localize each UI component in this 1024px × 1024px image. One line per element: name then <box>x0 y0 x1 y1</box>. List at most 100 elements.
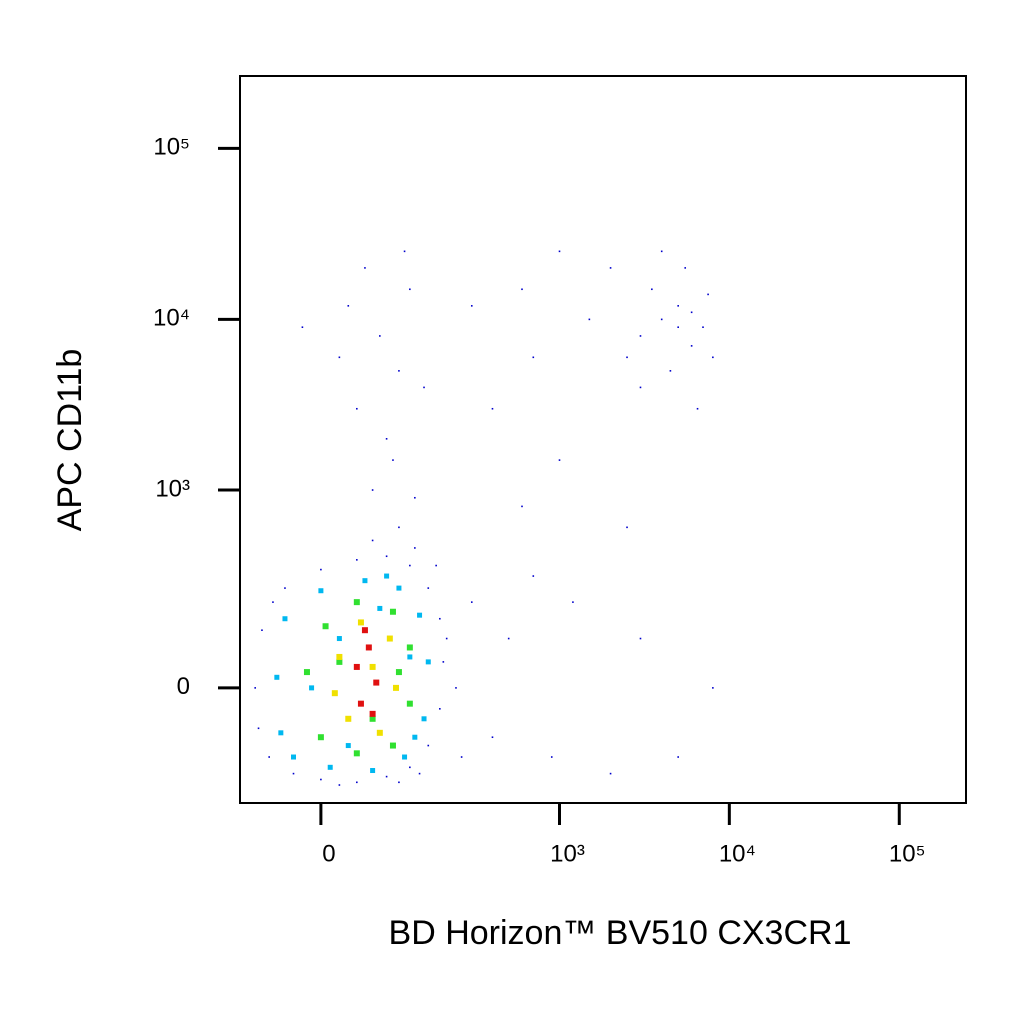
x-tick-label: 0 <box>322 840 335 867</box>
event-dot <box>317 734 324 741</box>
event-dot <box>398 370 400 372</box>
event-dot <box>651 288 653 291</box>
event-dot <box>274 674 280 680</box>
event-dot <box>377 605 383 611</box>
event-dot <box>427 587 430 589</box>
event-dot <box>588 318 591 321</box>
event-dot <box>398 526 400 529</box>
event-dot <box>320 778 322 781</box>
event-dot <box>353 750 360 757</box>
event-dot <box>418 772 421 775</box>
event-dot <box>278 730 284 736</box>
event-dot <box>309 685 315 691</box>
event-dot <box>507 637 510 640</box>
event-dot <box>379 335 381 337</box>
event-dot <box>423 386 425 389</box>
y-tick-label: 10⁴ <box>153 305 190 332</box>
event-dot <box>369 715 376 722</box>
event-dot <box>284 587 286 589</box>
y-axis-title: APC CD11b <box>51 349 89 532</box>
event-dot <box>403 250 406 253</box>
event-dot <box>370 768 376 774</box>
event-dot <box>406 644 413 651</box>
x-axis-title: BD Horizon™ BV510 CX3CR1 <box>389 914 852 952</box>
event-dot <box>660 250 663 253</box>
event-dot <box>398 781 400 784</box>
event-dot <box>402 754 408 760</box>
event-dot <box>272 601 274 603</box>
event-dot <box>707 293 709 296</box>
event-dot <box>254 687 256 689</box>
event-dot <box>669 370 672 372</box>
event-dot <box>677 756 679 758</box>
y-tick-label: 10³ <box>155 475 190 502</box>
event-dot <box>470 601 473 603</box>
event-dot <box>356 781 358 784</box>
event-dot <box>460 756 463 758</box>
event-dot <box>385 555 388 558</box>
event-dot <box>357 700 364 707</box>
event-dot <box>301 326 304 329</box>
event-dot <box>392 459 394 461</box>
event-dot <box>435 564 437 567</box>
x-tick-label: 10³ <box>550 840 585 867</box>
event-dot <box>412 734 418 740</box>
event-dot <box>347 305 350 307</box>
event-dot <box>384 573 390 579</box>
event-dot <box>385 775 388 778</box>
event-dot <box>712 687 714 689</box>
event-dot <box>696 407 699 410</box>
event-dot <box>345 743 351 749</box>
event-dot <box>320 568 322 571</box>
event-dot <box>639 637 642 640</box>
event-dot <box>442 661 445 663</box>
event-dot <box>677 305 679 307</box>
event-dot <box>386 635 393 642</box>
event-dot <box>677 326 679 329</box>
event-dot <box>550 756 553 758</box>
y-tick-label: 0 <box>177 673 190 700</box>
event-dot <box>371 489 374 491</box>
event-dot <box>414 496 416 499</box>
event-dot <box>331 690 338 697</box>
event-dot <box>356 559 358 561</box>
event-dot <box>427 744 430 747</box>
plot-frame <box>239 75 967 804</box>
event-dot <box>417 612 423 618</box>
event-dot <box>558 459 561 461</box>
event-dot <box>684 267 687 269</box>
event-dot <box>338 784 341 786</box>
event-dot <box>660 318 663 321</box>
event-dot <box>257 727 260 730</box>
event-dot <box>409 564 411 567</box>
event-dot <box>322 623 329 630</box>
event-dot <box>455 687 457 689</box>
event-dot <box>626 526 628 529</box>
event-dot <box>336 636 342 642</box>
event-dot <box>362 578 368 584</box>
event-dot <box>702 326 704 329</box>
event-dot <box>609 267 612 269</box>
event-dot <box>389 742 396 749</box>
y-tick-label: 10⁵ <box>153 134 190 161</box>
event-dot <box>626 356 628 359</box>
event-dot <box>369 710 376 717</box>
event-dot <box>558 250 561 253</box>
event-dot <box>353 663 360 670</box>
event-dot <box>376 729 383 736</box>
event-dot <box>365 644 372 651</box>
event-dot <box>407 654 413 660</box>
event-dot <box>327 764 333 770</box>
event-dot <box>406 700 413 707</box>
event-dot <box>338 356 341 359</box>
event-dot <box>371 539 374 542</box>
event-dot <box>439 617 441 620</box>
event-dot <box>364 267 366 269</box>
event-dot <box>521 288 523 291</box>
event-dot <box>392 684 399 691</box>
event-dot <box>345 715 352 722</box>
event-dot <box>385 438 388 440</box>
x-tick-label: 10⁵ <box>889 840 926 867</box>
event-dot <box>690 345 693 347</box>
